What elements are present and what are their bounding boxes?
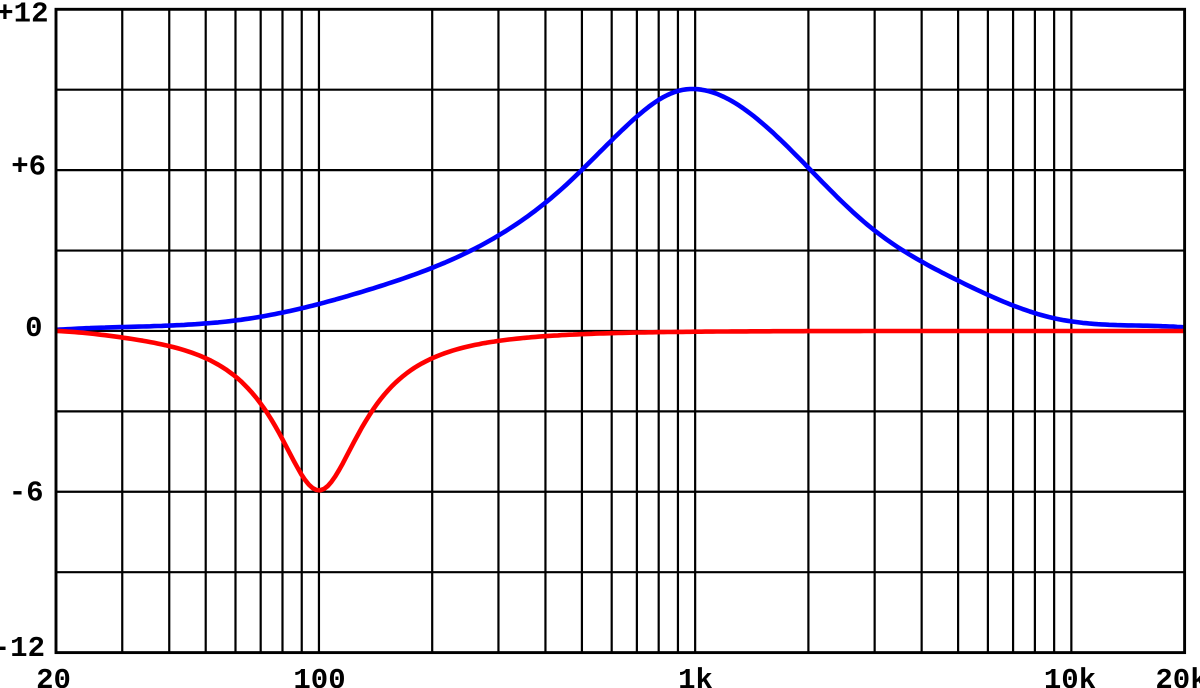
svg-text:20: 20 — [36, 664, 71, 688]
svg-text:1k: 1k — [678, 664, 713, 688]
svg-text:-6: -6 — [9, 477, 44, 510]
svg-text:0: 0 — [25, 312, 42, 345]
svg-text:+12: +12 — [0, 0, 49, 30]
svg-text:20k: 20k — [1155, 664, 1200, 688]
svg-text:100: 100 — [293, 664, 345, 688]
svg-text:-12: -12 — [0, 632, 45, 665]
svg-text:+6: +6 — [11, 150, 46, 183]
svg-text:10k: 10k — [1044, 664, 1096, 688]
